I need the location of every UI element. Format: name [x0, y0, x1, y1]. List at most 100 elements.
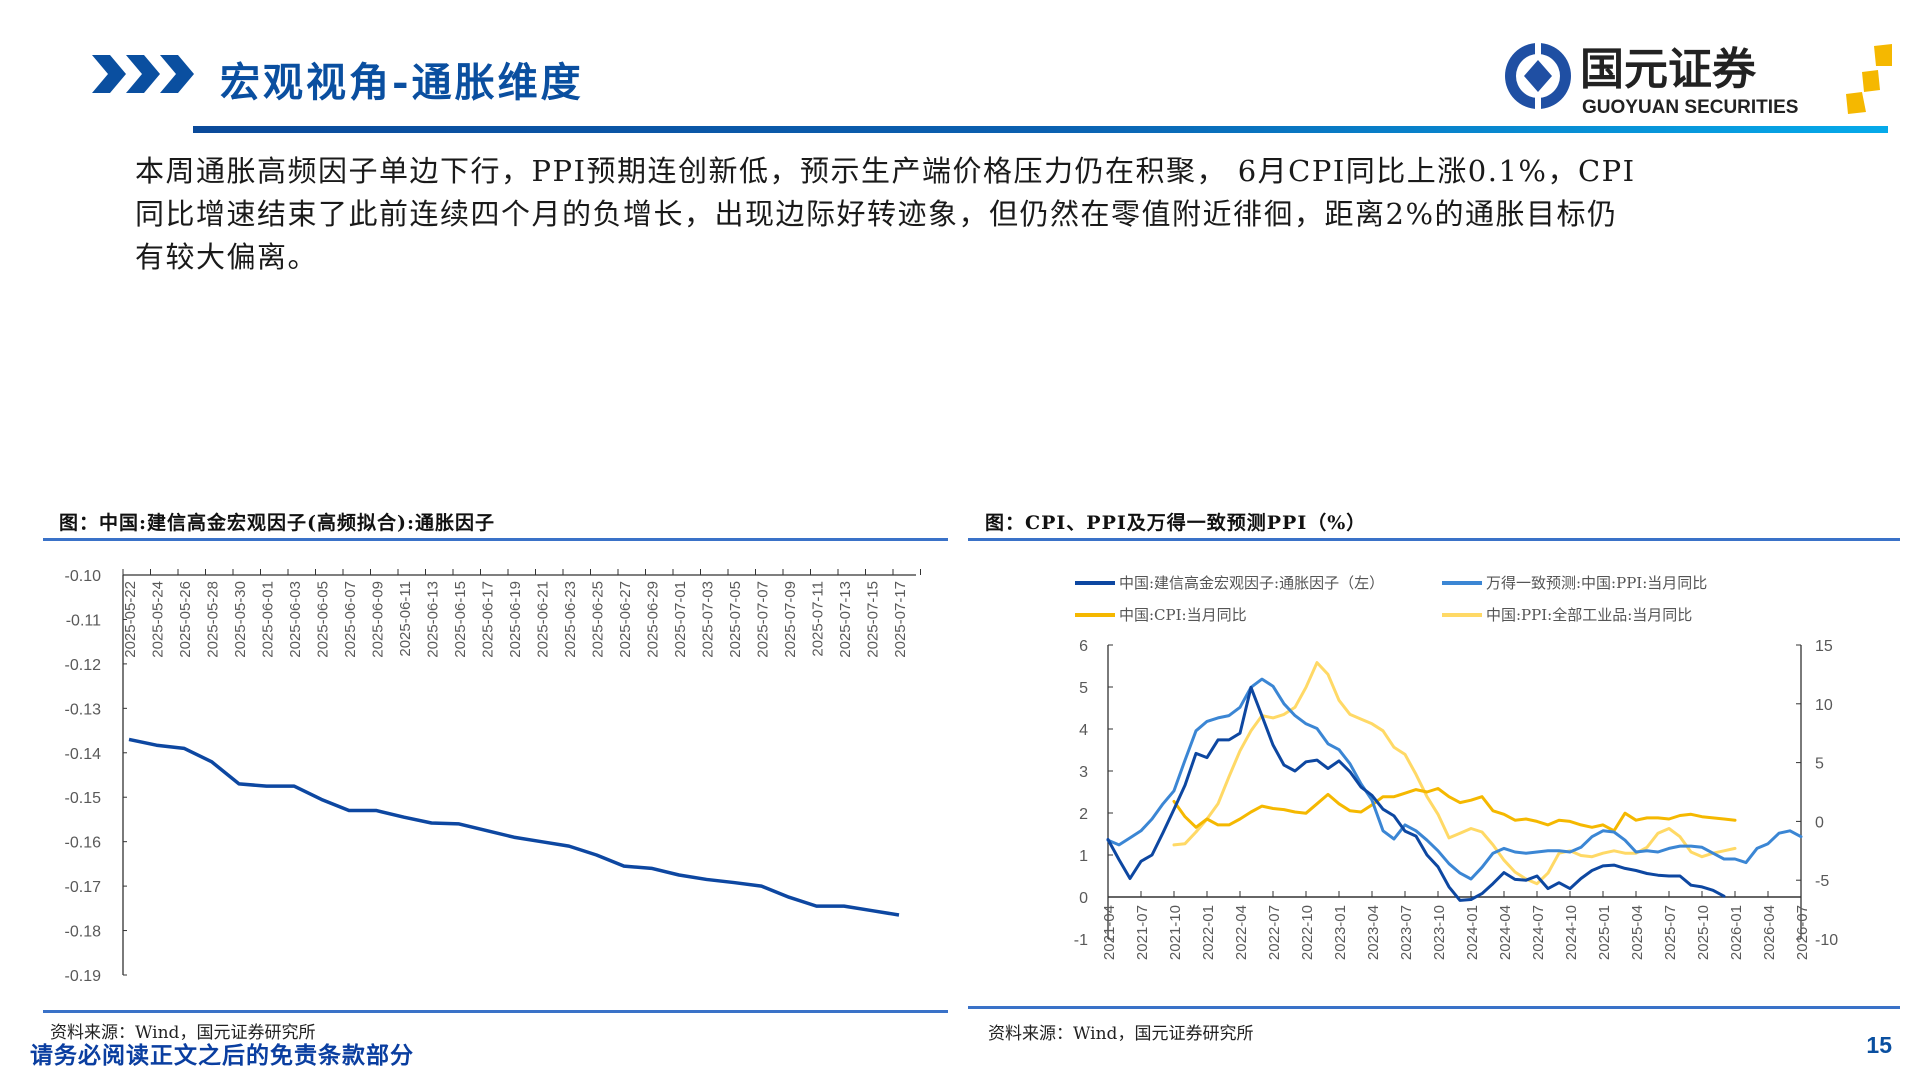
y-tick-label: -0.17 — [65, 879, 102, 896]
x-tick-label: 2025-10 — [1695, 905, 1712, 960]
x-tick-label: 2023-10 — [1431, 905, 1448, 960]
x-tick-label: 2023-07 — [1398, 905, 1415, 960]
logo-emblem-icon — [1505, 40, 1571, 112]
left-y-tick-label: 6 — [1079, 638, 1088, 655]
series-line-inflation-factor — [128, 737, 900, 917]
y-tick-label: -0.13 — [65, 701, 102, 718]
left-y-tick-label: 0 — [1079, 890, 1088, 907]
legend-item-ppi-forecast: 万得一致预测:中国:PPI:当月同比 — [1442, 572, 1707, 593]
right-y-tick-label: -10 — [1815, 932, 1838, 949]
x-tick-label: 2025-07-01 — [672, 581, 689, 658]
y-tick-label: -0.11 — [66, 612, 101, 629]
x-tick-label: 2025-07-13 — [837, 581, 854, 658]
legend-label: 中国:CPI:当月同比 — [1119, 606, 1247, 624]
legend-swatch — [1075, 612, 1115, 617]
x-tick-label: 2025-05-30 — [232, 581, 249, 658]
summary-paragraph: 本周通胀高频因子单边下行，PPI预期连创新低，预示生产端价格压力仍在积聚， 6月… — [135, 150, 1895, 279]
logo-stars-icon — [1846, 44, 1892, 114]
x-tick-label: 2025-06-15 — [452, 581, 469, 658]
x-tick-label: 2025-07-17 — [892, 581, 909, 658]
right-chart-source: 资料来源：Wind，国元证券研究所 — [988, 1024, 1254, 1044]
logo-cn-text: 国元证券 — [1580, 44, 1757, 95]
x-tick-label: 2025-06-19 — [507, 581, 524, 658]
company-logo: 国元证券 GUOYUAN SECURITIES — [1500, 36, 1892, 120]
y-tick-label: -0.12 — [65, 657, 102, 674]
right-y-tick-label: 15 — [1815, 638, 1833, 655]
x-tick-label: 2025-05-26 — [177, 581, 194, 658]
series-line-inflation-factor — [1106, 685, 1726, 902]
x-tick-label: 2025-07-03 — [700, 581, 717, 658]
x-tick-label: 2025-07-07 — [755, 581, 772, 658]
left-y-tick-label: 3 — [1079, 764, 1088, 781]
left-chart-bottom-rule — [43, 1010, 948, 1013]
right-y-tick-label: 10 — [1815, 697, 1833, 714]
right-y-tick-label: 0 — [1815, 814, 1824, 831]
legend-item-cpi: 中国:CPI:当月同比 — [1075, 604, 1247, 625]
right-chart-bottom-rule — [968, 1006, 1900, 1009]
left-chart-title: 图：中国:建信高金宏观因子(高频拟合):通胀因子 — [59, 512, 496, 534]
left-chart-title-rule — [43, 538, 948, 541]
y-tick-label: -0.10 — [65, 568, 102, 585]
legend-swatch — [1442, 580, 1482, 585]
x-tick-label: 2025-06-07 — [342, 581, 359, 658]
x-tick-label: 2025-06-29 — [645, 581, 662, 658]
x-tick-label: 2025-07-15 — [865, 581, 882, 658]
x-tick-label: 2025-07-05 — [727, 581, 744, 658]
x-tick-label: 2024-04 — [1497, 905, 1514, 960]
right-y-tick-label: 5 — [1815, 756, 1824, 773]
inflation-factor-chart: -0.10 -0.11 -0.12 -0.13 -0.14 -0.15 -0.16 -0.17… — [65, 568, 921, 985]
x-tick-label: 2026-04 — [1761, 905, 1778, 960]
x-tick-label: 2025-01 — [1596, 905, 1613, 960]
right-y-tick-label: -5 — [1815, 873, 1829, 890]
left-y-tick-label: 5 — [1079, 680, 1088, 697]
x-tick-label: 2025-06-03 — [287, 581, 304, 658]
x-tick-label: 2025-06-23 — [562, 581, 579, 658]
page-number: 15 — [1866, 1032, 1892, 1058]
x-tick-label: 2025-06-11 — [397, 581, 414, 657]
x-tick-label: 2025-06-27 — [617, 581, 634, 658]
page-title: 宏观视角-通胀维度 — [220, 59, 584, 106]
header-divider — [193, 126, 1888, 133]
series-line-ppi-forecast — [1106, 677, 1803, 881]
x-tick-label: 2025-05-22 — [122, 581, 139, 658]
x-tick-label: 2026-01 — [1728, 905, 1745, 960]
right-chart-title-rule — [968, 538, 1900, 541]
x-tick-label: 2025-07 — [1662, 905, 1679, 960]
right-chart-title: 图：CPI、PPI及万得一致预测PPI（%） — [985, 512, 1367, 534]
x-tick-label: 2025-06-09 — [370, 581, 387, 658]
x-tick-label: 2022-10 — [1299, 905, 1316, 960]
left-chart-source: 资料来源：Wind，国元证券研究所 — [50, 1023, 316, 1043]
x-tick-label: 2024-01 — [1464, 905, 1481, 960]
x-tick-label: 2025-06-05 — [315, 581, 332, 658]
x-tick-label: 2025-05-24 — [150, 581, 167, 658]
legend-label: 万得一致预测:中国:PPI:当月同比 — [1486, 574, 1708, 592]
x-tick-label: 2023-04 — [1365, 905, 1382, 960]
legend-label: 中国:建信高金宏观因子:通胀因子（左） — [1119, 574, 1385, 592]
left-y-tick-label: 1 — [1079, 848, 1088, 865]
y-tick-label: -0.16 — [65, 835, 102, 852]
x-tick-label: 2022-04 — [1233, 905, 1250, 960]
legend-label: 中国:PPI:全部工业品:当月同比 — [1486, 606, 1693, 624]
left-y-tick-label: -1 — [1074, 932, 1088, 949]
x-tick-label: 2021-10 — [1167, 905, 1184, 960]
left-y-tick-label: 4 — [1079, 722, 1088, 739]
left-y-tick-label: 2 — [1079, 806, 1088, 823]
series-line-cpi — [1172, 787, 1737, 833]
x-tick-label: 2025-06-01 — [260, 581, 277, 658]
x-tick-label: 2022-07 — [1266, 905, 1283, 960]
logo-en-text: GUOYUAN SECURITIES — [1582, 97, 1798, 118]
x-tick-label: 2021-07 — [1134, 905, 1151, 960]
x-tick-label: 2025-04 — [1629, 905, 1646, 960]
x-tick-label: 2025-06-25 — [590, 581, 607, 658]
summary-line: 同比增速结束了此前连续四个月的负增长，出现边际好转迹象，但仍然在零值附近徘徊，距… — [135, 197, 1618, 231]
x-tick-label: 2025-06-13 — [425, 581, 442, 658]
x-tick-label: 2021-04 — [1101, 905, 1118, 960]
x-tick-label: 2024-07 — [1530, 905, 1547, 960]
summary-line: 有较大偏离。 — [135, 240, 319, 274]
y-tick-label: -0.19 — [65, 968, 102, 985]
chevrons-icon — [92, 55, 194, 93]
disclaimer-text: 请务必阅读正文之后的免责条款部分 — [30, 1042, 414, 1069]
legend-item-factor: 中国:建信高金宏观因子:通胀因子（左） — [1075, 572, 1384, 593]
y-tick-label: -0.15 — [65, 790, 102, 807]
